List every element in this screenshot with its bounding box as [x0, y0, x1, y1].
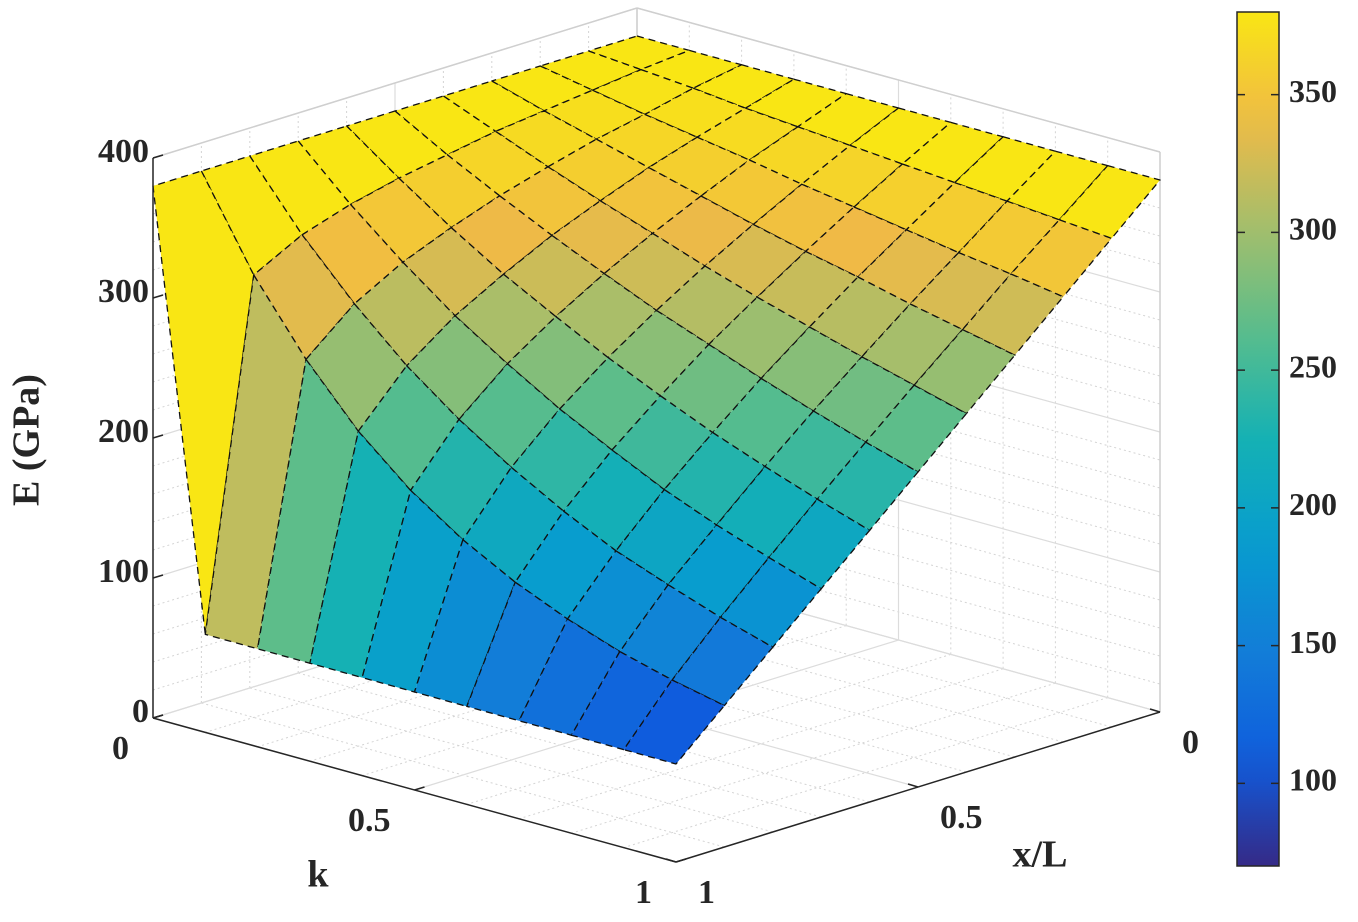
- surface-face: [562, 449, 665, 552]
- box-edge: [152, 7, 638, 159]
- colorbar-tick-label: 250: [1289, 348, 1337, 384]
- y-axis-title: k: [307, 854, 329, 896]
- surface-face: [301, 203, 404, 305]
- x-tick-label: 1: [698, 874, 715, 911]
- z-tick: [152, 574, 164, 579]
- surface-face: [547, 138, 650, 202]
- surface-face: [446, 130, 549, 197]
- y-tick-label: 1: [635, 874, 652, 911]
- z-tick-label: 200: [98, 413, 149, 450]
- surface-face: [249, 140, 352, 236]
- x-tick: [907, 783, 919, 788]
- x-tick: [1149, 708, 1161, 713]
- surface-face: [297, 125, 400, 206]
- surface-face: [1010, 219, 1113, 298]
- surface-face: [450, 195, 553, 275]
- surface-face: [152, 170, 255, 636]
- surface-face: [861, 303, 964, 386]
- surface-face: [748, 126, 851, 185]
- z-tick: [152, 294, 164, 299]
- colorbar-tick-label: 150: [1289, 624, 1337, 660]
- surface-face: [957, 200, 1060, 275]
- colorbar-tick-label: 200: [1289, 486, 1337, 522]
- colorbar-tick-label: 100: [1289, 762, 1337, 798]
- y-tick-label: 0.5: [348, 802, 391, 839]
- z-tick: [152, 154, 164, 159]
- surface-face: [466, 581, 569, 722]
- axes: 0 100 200 300 400 0 0.5 1 0 0.5 1: [98, 133, 1199, 911]
- surface-face: [309, 430, 412, 679]
- surface-face: [655, 265, 758, 346]
- surface-face: [587, 35, 690, 71]
- x-tick: [665, 858, 677, 863]
- colorbar-scale: [1236, 11, 1280, 867]
- surface-face: [1058, 164, 1161, 240]
- surface-face: [708, 296, 811, 380]
- surface-face: [462, 466, 565, 583]
- surface-face: [857, 229, 960, 305]
- x-tick-label: 0.5: [940, 799, 983, 836]
- surface-face: [204, 274, 307, 650]
- surface-face: [413, 539, 516, 708]
- surface-face: [495, 110, 598, 168]
- surface-face: [849, 107, 952, 165]
- surface-face: [756, 250, 859, 328]
- y-tick-label: 0: [112, 730, 129, 767]
- surface-face: [623, 679, 726, 765]
- surface-face: [555, 272, 658, 359]
- box-edge: [636, 7, 1161, 153]
- x-tick-label: 0: [1182, 724, 1199, 761]
- surface-face: [808, 276, 911, 358]
- z-tick-label: 0: [132, 693, 149, 730]
- colorbar-tick-label: 350: [1289, 73, 1337, 109]
- surface: [152, 35, 1161, 765]
- z-axis-title: E (GPa): [6, 374, 48, 506]
- surface-face: [619, 584, 722, 681]
- surface-face: [394, 95, 497, 156]
- y-tick: [414, 786, 425, 791]
- z-tick-label: 400: [98, 133, 149, 170]
- surface-face: [502, 234, 605, 318]
- colorbar-tick-label: 300: [1289, 211, 1337, 247]
- z-tick: [152, 434, 164, 439]
- z-tick-label: 300: [98, 273, 149, 310]
- surface-face: [349, 177, 452, 263]
- y-tick: [152, 714, 164, 719]
- surface-face: [648, 136, 751, 197]
- z-tick-label: 100: [98, 553, 149, 590]
- colorbar: 100 150 200 250 300 350: [1236, 11, 1337, 867]
- surface-face: [909, 251, 1012, 331]
- surface-face: [797, 92, 900, 147]
- x-axis-title: x/L: [1013, 834, 1068, 876]
- y-tick: [675, 858, 687, 863]
- surface-face: [615, 488, 718, 586]
